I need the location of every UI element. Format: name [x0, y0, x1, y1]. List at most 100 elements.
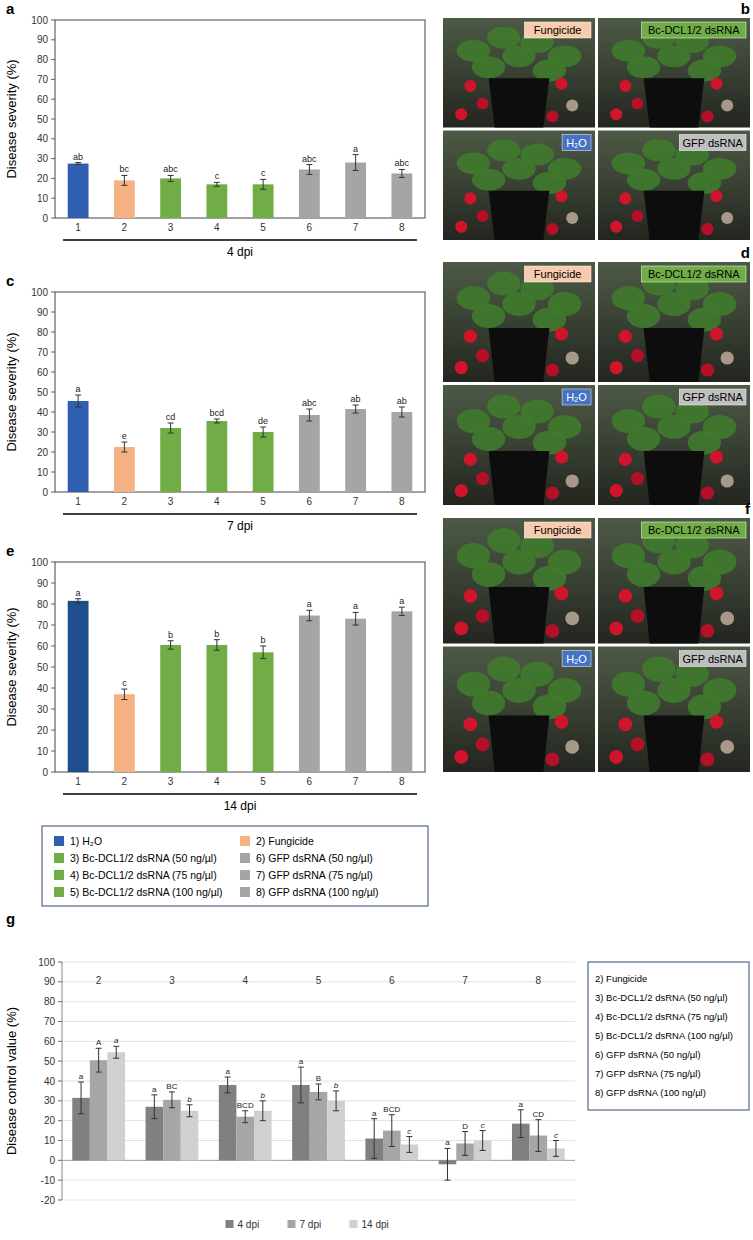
- error-cap: [242, 1110, 248, 1111]
- error-cap: [389, 1146, 395, 1147]
- error-bar: [399, 169, 405, 177]
- berry: [555, 715, 569, 729]
- tick-label: 90: [37, 34, 49, 45]
- berry: [720, 740, 734, 754]
- berry: [631, 609, 645, 623]
- error-cap: [553, 1140, 559, 1141]
- tick: [58, 1200, 62, 1201]
- tick: [51, 332, 55, 333]
- error-cap: [75, 395, 81, 396]
- significance-letter: b: [214, 629, 219, 639]
- tick-label: 90: [44, 976, 56, 987]
- tick-label: -10: [41, 1175, 56, 1186]
- tick: [51, 604, 55, 605]
- photo-label: Fungicide: [534, 24, 582, 36]
- tick-label: 40: [37, 683, 49, 694]
- category-label: 1: [75, 776, 81, 787]
- error-cap: [535, 1151, 541, 1152]
- error-bar: [121, 175, 127, 185]
- tick-label: 90: [37, 578, 49, 589]
- error-bar: [353, 612, 359, 625]
- tick: [58, 1041, 62, 1042]
- significance-letter: CD: [533, 1110, 545, 1119]
- photo-panel: bFungicideBc-DCL1/2 dsRNAH₂OGFP dsRNA: [443, 0, 750, 240]
- berry: [619, 192, 631, 204]
- photo-label-box: [679, 651, 746, 667]
- error-line: [216, 640, 217, 651]
- error-bar: [75, 163, 81, 165]
- legend-frame: [42, 826, 428, 906]
- pot: [489, 191, 550, 240]
- tick-label: 30: [37, 427, 49, 438]
- panel-label: d: [741, 244, 750, 261]
- error-cap: [168, 433, 174, 434]
- berry: [721, 212, 733, 224]
- category-label: 7: [462, 975, 468, 986]
- legend-swatch: [54, 887, 64, 897]
- tick: [51, 452, 55, 453]
- photo-label-box: [562, 135, 591, 151]
- error-bar: [371, 1119, 377, 1159]
- significance-letter: e: [122, 431, 127, 441]
- berry: [566, 212, 578, 224]
- y-axis-label: Disease severity (%): [4, 59, 19, 178]
- error-cap: [353, 154, 359, 155]
- category-label: 2: [122, 776, 128, 787]
- error-line: [465, 1132, 466, 1156]
- berry: [631, 472, 644, 485]
- error-bar: [78, 1082, 84, 1114]
- significance-letter: ab: [73, 152, 83, 162]
- bar: [391, 173, 412, 218]
- photo-label: H₂O: [566, 391, 587, 403]
- significance-letter: ab: [397, 396, 407, 406]
- photo-background: [598, 647, 750, 773]
- tick: [51, 352, 55, 353]
- photo-label: GFP dsRNA: [682, 137, 743, 149]
- legend-swatch: [240, 853, 250, 863]
- photo-label: GFP dsRNA: [682, 653, 743, 665]
- tick-label: 20: [37, 447, 49, 458]
- berry: [610, 484, 623, 497]
- error-cap: [214, 639, 220, 640]
- category-label: 5: [260, 222, 266, 233]
- panel-label: c: [6, 272, 14, 289]
- error-line: [216, 419, 217, 423]
- category-label: 2: [122, 496, 128, 507]
- tick: [51, 292, 55, 293]
- tick-label: 20: [44, 1115, 56, 1126]
- leaf: [657, 678, 690, 703]
- error-bar: [444, 1148, 450, 1180]
- leaf: [657, 415, 690, 439]
- tick: [51, 562, 55, 563]
- error-line: [401, 169, 402, 177]
- legend-label: 4) Bc-DCL1/2 dsRNA (75 ng/µl): [70, 869, 217, 881]
- error-cap: [444, 1148, 450, 1149]
- tick-label: 10: [44, 1135, 56, 1146]
- bar: [107, 1052, 125, 1160]
- leaf: [472, 562, 505, 587]
- leaf: [657, 549, 690, 574]
- leaf: [487, 657, 520, 682]
- significance-letter: c: [481, 1121, 485, 1130]
- bar: [219, 1085, 237, 1160]
- category-label: 5: [260, 496, 266, 507]
- photo-label-box: [642, 266, 747, 282]
- legend-label: 6) GFP dsRNA (50 ng/µl): [256, 852, 373, 864]
- error-cap: [353, 170, 359, 171]
- side-legend-label: 2) Fungicide: [595, 973, 647, 984]
- x-axis-label: 7 dpi: [227, 519, 253, 533]
- error-cap: [306, 421, 312, 422]
- significance-letter: a: [353, 601, 358, 611]
- leaf: [472, 427, 505, 451]
- photo-background: [598, 518, 750, 644]
- side-legend: 2) Fungicide3) Bc-DCL1/2 dsRNA (50 ng/µl…: [588, 962, 749, 1110]
- significance-letter: b: [261, 635, 266, 645]
- tick: [58, 1180, 62, 1181]
- bar: [206, 421, 227, 492]
- error-bar: [260, 1101, 266, 1121]
- berry: [546, 486, 559, 499]
- error-cap: [306, 409, 312, 410]
- category-label: 2: [96, 975, 102, 986]
- legend-swatch: [226, 1220, 234, 1228]
- photo-tile: H₂O: [443, 385, 595, 505]
